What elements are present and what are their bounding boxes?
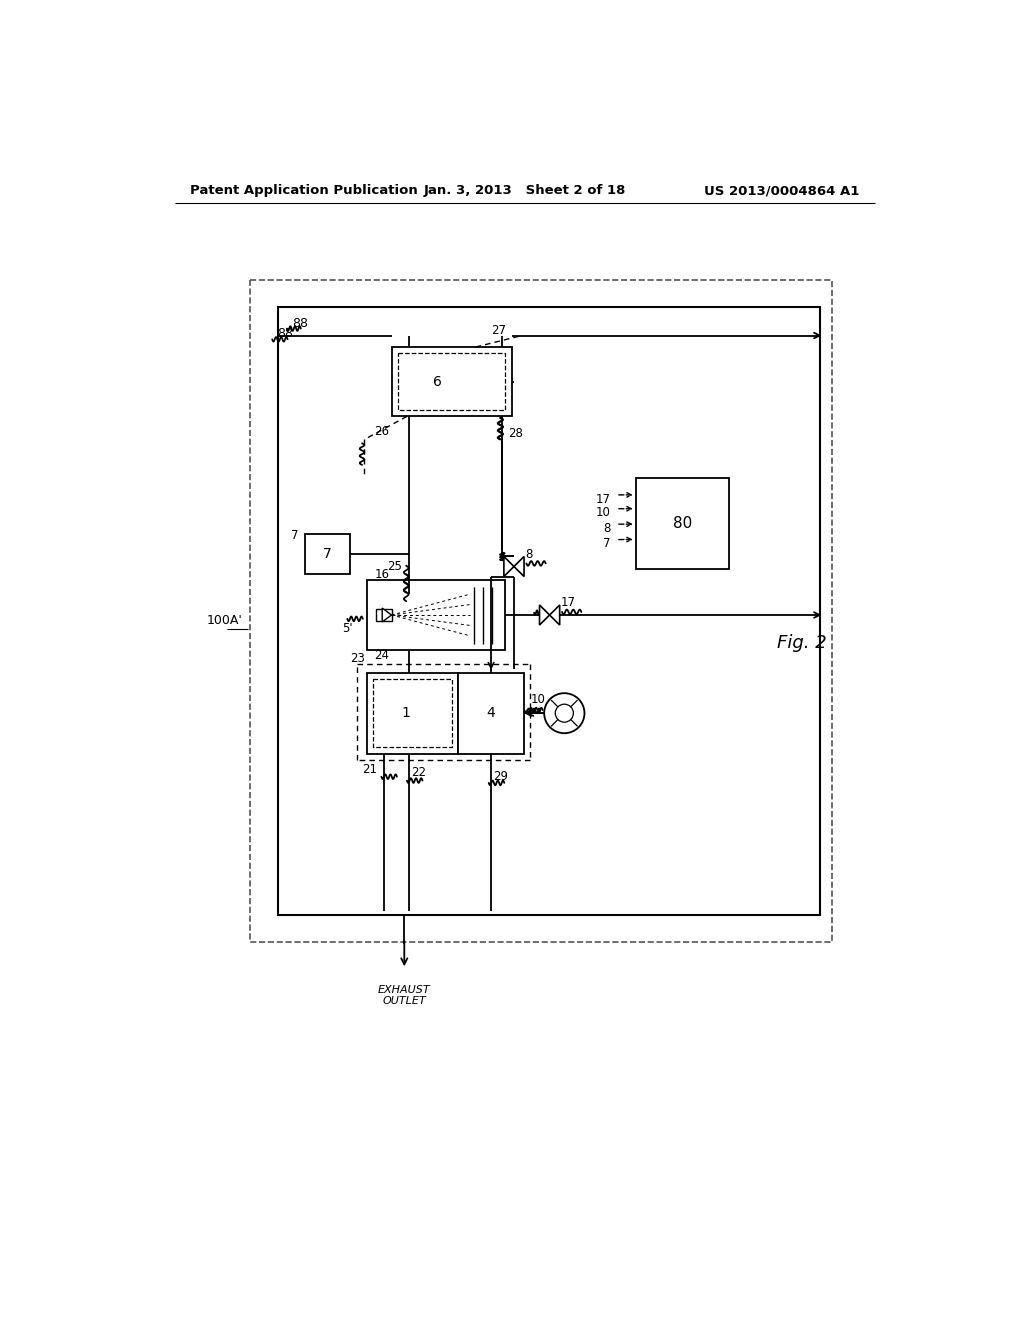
- Text: OUTLET: OUTLET: [383, 995, 426, 1006]
- Bar: [391, 347, 512, 416]
- Text: 100A': 100A': [207, 614, 243, 627]
- Text: 8: 8: [603, 521, 611, 535]
- Bar: [367, 673, 458, 754]
- Text: Jan. 3, 2013   Sheet 2 of 18: Jan. 3, 2013 Sheet 2 of 18: [424, 185, 626, 197]
- Text: 17: 17: [596, 492, 611, 506]
- Text: 22: 22: [411, 767, 426, 779]
- Polygon shape: [550, 605, 560, 626]
- Bar: [458, 673, 524, 754]
- Text: 27: 27: [492, 323, 506, 337]
- Text: Patent Application Publication: Patent Application Publication: [190, 185, 418, 197]
- Bar: [278, 308, 820, 915]
- Text: 8: 8: [524, 548, 532, 561]
- Text: 24: 24: [375, 649, 389, 663]
- Text: 7: 7: [323, 548, 332, 561]
- Bar: [251, 280, 831, 942]
- Text: 21: 21: [362, 763, 378, 776]
- Polygon shape: [382, 609, 391, 622]
- Text: 23: 23: [349, 652, 365, 665]
- Text: 1: 1: [401, 706, 411, 721]
- Text: 5': 5': [342, 622, 352, 635]
- Bar: [376, 609, 391, 622]
- Text: 7: 7: [603, 537, 611, 550]
- Text: 88: 88: [276, 327, 293, 341]
- Polygon shape: [504, 557, 514, 577]
- Text: 29: 29: [493, 770, 508, 783]
- Polygon shape: [514, 557, 524, 577]
- Text: Fig. 2: Fig. 2: [777, 635, 827, 652]
- Text: 6: 6: [433, 375, 441, 388]
- Text: 16: 16: [375, 568, 389, 581]
- Bar: [373, 678, 452, 747]
- Text: 26: 26: [375, 425, 389, 438]
- Bar: [397, 354, 506, 411]
- Polygon shape: [540, 605, 550, 626]
- Text: 10: 10: [530, 693, 546, 706]
- Text: 88: 88: [292, 317, 308, 330]
- Text: 10: 10: [596, 507, 611, 520]
- Text: EXHAUST: EXHAUST: [378, 985, 431, 995]
- Text: 17: 17: [560, 597, 575, 610]
- Bar: [636, 478, 729, 569]
- Text: 7: 7: [291, 529, 299, 543]
- Text: 25: 25: [387, 560, 402, 573]
- Text: 4: 4: [486, 706, 496, 721]
- Text: 28: 28: [509, 426, 523, 440]
- Bar: [367, 581, 505, 649]
- Text: 80: 80: [673, 516, 692, 531]
- Bar: [305, 535, 349, 574]
- Text: US 2013/0004864 A1: US 2013/0004864 A1: [705, 185, 859, 197]
